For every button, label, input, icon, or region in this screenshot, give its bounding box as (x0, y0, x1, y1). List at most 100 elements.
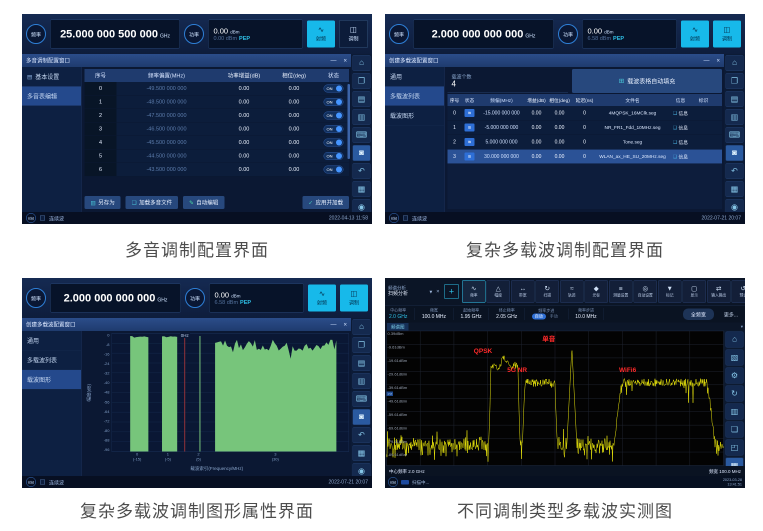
sidebar-item-general[interactable]: 通用 (385, 67, 444, 87)
windows-icon[interactable]: ❐ (352, 73, 371, 89)
frequency-display[interactable]: 2.000 000 000 000 GHz (413, 19, 554, 49)
keyboard-icon[interactable]: ⌨ (725, 127, 744, 143)
chevron-down-icon[interactable]: ▾ (740, 323, 743, 329)
table-scrollbar[interactable] (347, 84, 350, 159)
power-display[interactable]: 0.00 dBm 0.00 dBm PEP (208, 19, 303, 49)
refresh-icon[interactable]: ↻ (725, 385, 744, 402)
save-icon[interactable]: ▥ (352, 109, 371, 125)
rf-button[interactable]: ∿ 射频 (681, 20, 709, 48)
window-titlebar[interactable]: 创建多载波配置窗口 — × (385, 54, 724, 67)
undo-icon[interactable]: ↶ (725, 163, 744, 179)
save-icon[interactable]: ▥ (352, 373, 371, 389)
chevron-down-icon[interactable]: ▾ (429, 288, 433, 295)
keyboard-icon[interactable]: ⌨ (352, 391, 371, 407)
frequency-display[interactable]: 25.000 000 500 000 GHz (50, 19, 180, 49)
toolbar-button-trace[interactable]: ≈ 轨迹 (559, 280, 584, 303)
sidebar-item-basic-settings[interactable]: ▤ 基本设置 (22, 67, 81, 87)
frequency-display[interactable]: 2.000 000 000 000 GHz (50, 283, 181, 313)
autofill-button[interactable]: ⊞ 载波表格自动填充 (572, 69, 722, 93)
home-icon[interactable]: ⌂ (352, 319, 371, 335)
table-row[interactable]: 3 -46.500 000 000 0.00 0.00 ON (84, 122, 349, 136)
info-button[interactable]: ❑ 信息 (672, 153, 689, 160)
mod-button[interactable]: ◫ 调制 (340, 284, 368, 312)
home-icon[interactable]: ⌂ (725, 331, 744, 348)
save-icon[interactable]: ▥ (725, 403, 744, 420)
minimize-button[interactable]: — (330, 57, 337, 64)
power-display[interactable]: 0.00 dBm 6.58 dBm PEP (582, 19, 677, 49)
info-icon[interactable]: ◉ (725, 199, 744, 215)
folder-icon[interactable]: ❏ (725, 421, 744, 438)
full-span-button[interactable]: 全频宽 (682, 308, 714, 320)
sidebar-item-carrier-list[interactable]: 多载波列表 (385, 86, 444, 106)
keyboard-icon[interactable]: ⌨ (352, 127, 371, 143)
parameter-field[interactable]: 频宽 100.0 MHz (422, 308, 454, 320)
table-row[interactable]: 0 ≋ -15.000 000 000 0.00 0.00 0 4MQPSK_16MClk.… (447, 106, 722, 121)
more-button[interactable]: 更多... (723, 312, 738, 318)
toolbar-button-amplitude[interactable]: △ 幅度 (486, 280, 510, 303)
table-row[interactable]: 5 -44.500 000 000 0.00 0.00 ON (84, 149, 349, 163)
carrier-count-field[interactable]: 载波个数 4 (447, 69, 568, 93)
screenshot-icon[interactable]: ◙ (352, 409, 371, 425)
minimize-button[interactable]: — (703, 57, 710, 64)
printer-icon[interactable]: ▤ (725, 91, 744, 107)
toggle-auto[interactable]: 自动 (531, 313, 546, 320)
mod-button[interactable]: ◫ 调制 (339, 20, 368, 48)
toolbar-button-preset[interactable]: ↺预设 (731, 280, 745, 303)
sidebar-item-carrier-list[interactable]: 多载波列表 (22, 351, 81, 370)
power-display[interactable]: 0.00 dBm 6.58 dBm PEP (209, 283, 304, 313)
table-row[interactable]: 2 -47.500 000 000 0.00 0.00 ON (84, 109, 349, 123)
home-icon[interactable]: ⌂ (725, 55, 744, 71)
parameter-field[interactable]: 终止频率 2.05 GHz (496, 308, 525, 320)
parameter-field[interactable]: 频率步进 10.0 MHz (575, 308, 605, 320)
undo-icon[interactable]: ↶ (352, 427, 371, 443)
state-toggle[interactable]: ON (323, 138, 344, 147)
parameter-field[interactable]: 中心频率 2.0 GHz (389, 308, 415, 320)
windows-icon[interactable]: ❐ (725, 73, 744, 89)
toolbar-button-io[interactable]: ⇄ 输入输出 (706, 280, 731, 303)
printer-icon[interactable]: ▤ (352, 91, 371, 107)
info-button[interactable]: ❑ 信息 (672, 110, 689, 117)
info-button[interactable]: ❑ 信息 (672, 139, 689, 146)
mod-button[interactable]: ◫ 调制 (713, 20, 741, 48)
state-toggle[interactable]: ON (323, 125, 344, 133)
toolbar-button-sweep[interactable]: ↻ 扫描 (535, 280, 559, 303)
sidebar-item-carrier-graph[interactable]: 载波图形 (22, 370, 81, 390)
rf-button[interactable]: ∿ 射频 (307, 20, 335, 48)
table-row[interactable]: 6 -43.500 000 000 0.00 0.00 ON (84, 163, 349, 177)
table-row[interactable]: 2 ≋ 5.000 000 000 0.00 0.00 0 Tone.seg ❑ 信息 (447, 135, 722, 150)
spectrogram-tab[interactable]: 频谱图 (387, 322, 409, 331)
edit-button[interactable]: ✎ 自动编辑 (183, 196, 225, 209)
toolbar-button-marker[interactable]: ◆ 光标 (584, 280, 608, 303)
sidebar-item-general[interactable]: 通用 (22, 331, 81, 351)
close-button[interactable]: × (343, 321, 347, 328)
toolbar-button-frequency[interactable]: ∿ 频率 (461, 280, 486, 303)
table-row[interactable]: 4 -45.500 000 000 0.00 0.00 ON (84, 136, 349, 150)
close-button[interactable]: × (343, 57, 347, 64)
home-icon[interactable]: ⌂ (352, 55, 371, 71)
rf-button[interactable]: ∿ 射频 (308, 284, 336, 312)
table-row[interactable]: 1 ≋ -5.000 000 000 0.00 0.00 0 NR_FR1_Fdd_10MH… (447, 120, 722, 135)
printer-icon[interactable]: ▤ (352, 355, 371, 371)
state-toggle[interactable]: ON (323, 165, 344, 174)
parameter-field[interactable]: 频率步进 自动 手动 (531, 308, 569, 320)
screenshot-icon[interactable]: ◙ (725, 145, 744, 161)
undo-icon[interactable]: ↶ (352, 163, 371, 179)
state-toggle[interactable]: ON (323, 98, 344, 106)
close-button[interactable]: × (716, 57, 720, 64)
gear-icon[interactable]: ⚙ (725, 367, 744, 384)
grid-icon[interactable]: ▦ (725, 181, 744, 197)
table-row[interactable]: 3 ≋ 30.000 000 000 0.00 0.00 0 WLAN_ax_HE_SU_2… (447, 149, 722, 164)
save-icon[interactable]: ▥ (725, 109, 744, 125)
screenshot-icon[interactable]: ◙ (352, 145, 371, 161)
table-row[interactable]: 1 -48.500 000 000 0.00 0.00 ON (84, 95, 349, 109)
minimize-button[interactable]: — (330, 321, 337, 328)
state-toggle[interactable]: ON (323, 152, 344, 160)
close-tab-icon[interactable]: × (436, 288, 440, 295)
mode-tab[interactable]: 频谱分析 扫频分析 (388, 285, 408, 297)
window-titlebar[interactable]: 多音调制配置窗口 — × (22, 54, 351, 67)
toolbar-button-auto[interactable]: ◎ 自动设置 (633, 280, 657, 303)
state-toggle[interactable]: ON (323, 84, 344, 93)
chart-icon[interactable]: ▧ (725, 349, 744, 366)
parameter-field[interactable]: 起始频率 1.95 GHz (461, 308, 490, 320)
state-toggle[interactable]: ON (323, 111, 344, 120)
